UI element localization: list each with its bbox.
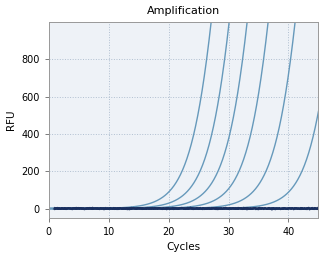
Title: Amplification: Amplification <box>147 6 220 15</box>
X-axis label: Cycles: Cycles <box>167 243 201 252</box>
Y-axis label: RFU: RFU <box>6 110 16 130</box>
